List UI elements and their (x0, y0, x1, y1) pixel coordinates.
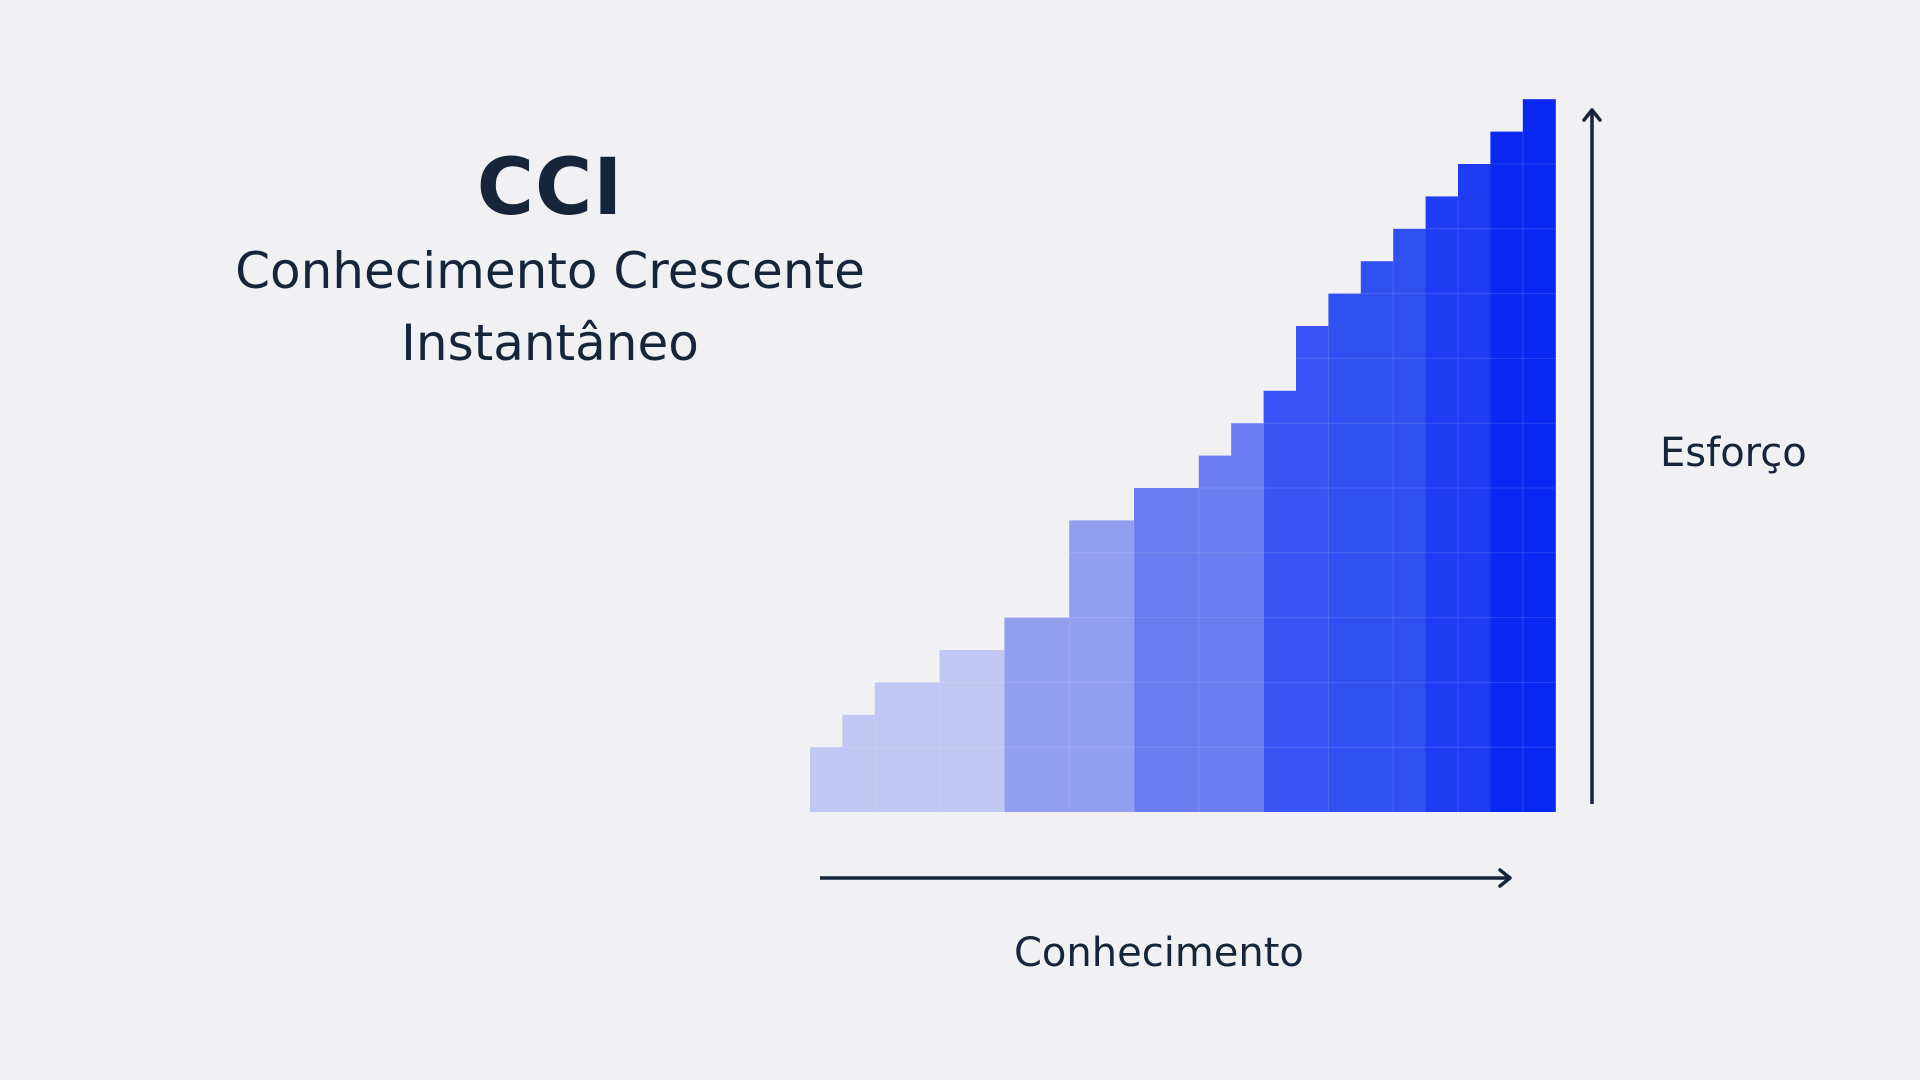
x-axis-label: Conhecimento (1014, 930, 1304, 976)
y-axis-arrow-head (1582, 108, 1602, 122)
subtitle-line-2: Instantâneo (401, 314, 699, 372)
subtitle-line-1: Conhecimento Crescente (235, 242, 865, 300)
bar-step (939, 650, 973, 812)
bar-step (1425, 196, 1459, 812)
bar-step (972, 650, 1005, 812)
bar-step (1166, 488, 1200, 812)
bar-step (1490, 131, 1524, 813)
x-axis-arrow-head (1498, 868, 1512, 888)
bar-step (1458, 164, 1491, 812)
bar-step (874, 682, 908, 812)
bar-step (1198, 455, 1232, 812)
bar-step (1263, 390, 1297, 812)
y-axis-label: Esforço (1660, 430, 1807, 476)
bar-step (1134, 488, 1167, 812)
bar-step (907, 682, 941, 812)
bar-step (842, 714, 876, 812)
chart-grid (842, 131, 1556, 812)
bar-step (1328, 293, 1362, 813)
bar-step (1296, 326, 1329, 812)
bar-step (810, 747, 843, 812)
bar-step (1360, 261, 1394, 812)
bar-step (1522, 99, 1556, 812)
title-block: CCI Conhecimento Crescente Instantâneo (150, 140, 950, 380)
bar-step (1393, 228, 1427, 813)
chart-bars (810, 99, 1556, 813)
bar-step (1004, 617, 1038, 812)
bar-step (1036, 617, 1070, 812)
page-title: CCI (476, 143, 624, 233)
bar-step (1231, 423, 1265, 812)
bar-step (1069, 520, 1103, 812)
bar-step (1101, 520, 1135, 812)
